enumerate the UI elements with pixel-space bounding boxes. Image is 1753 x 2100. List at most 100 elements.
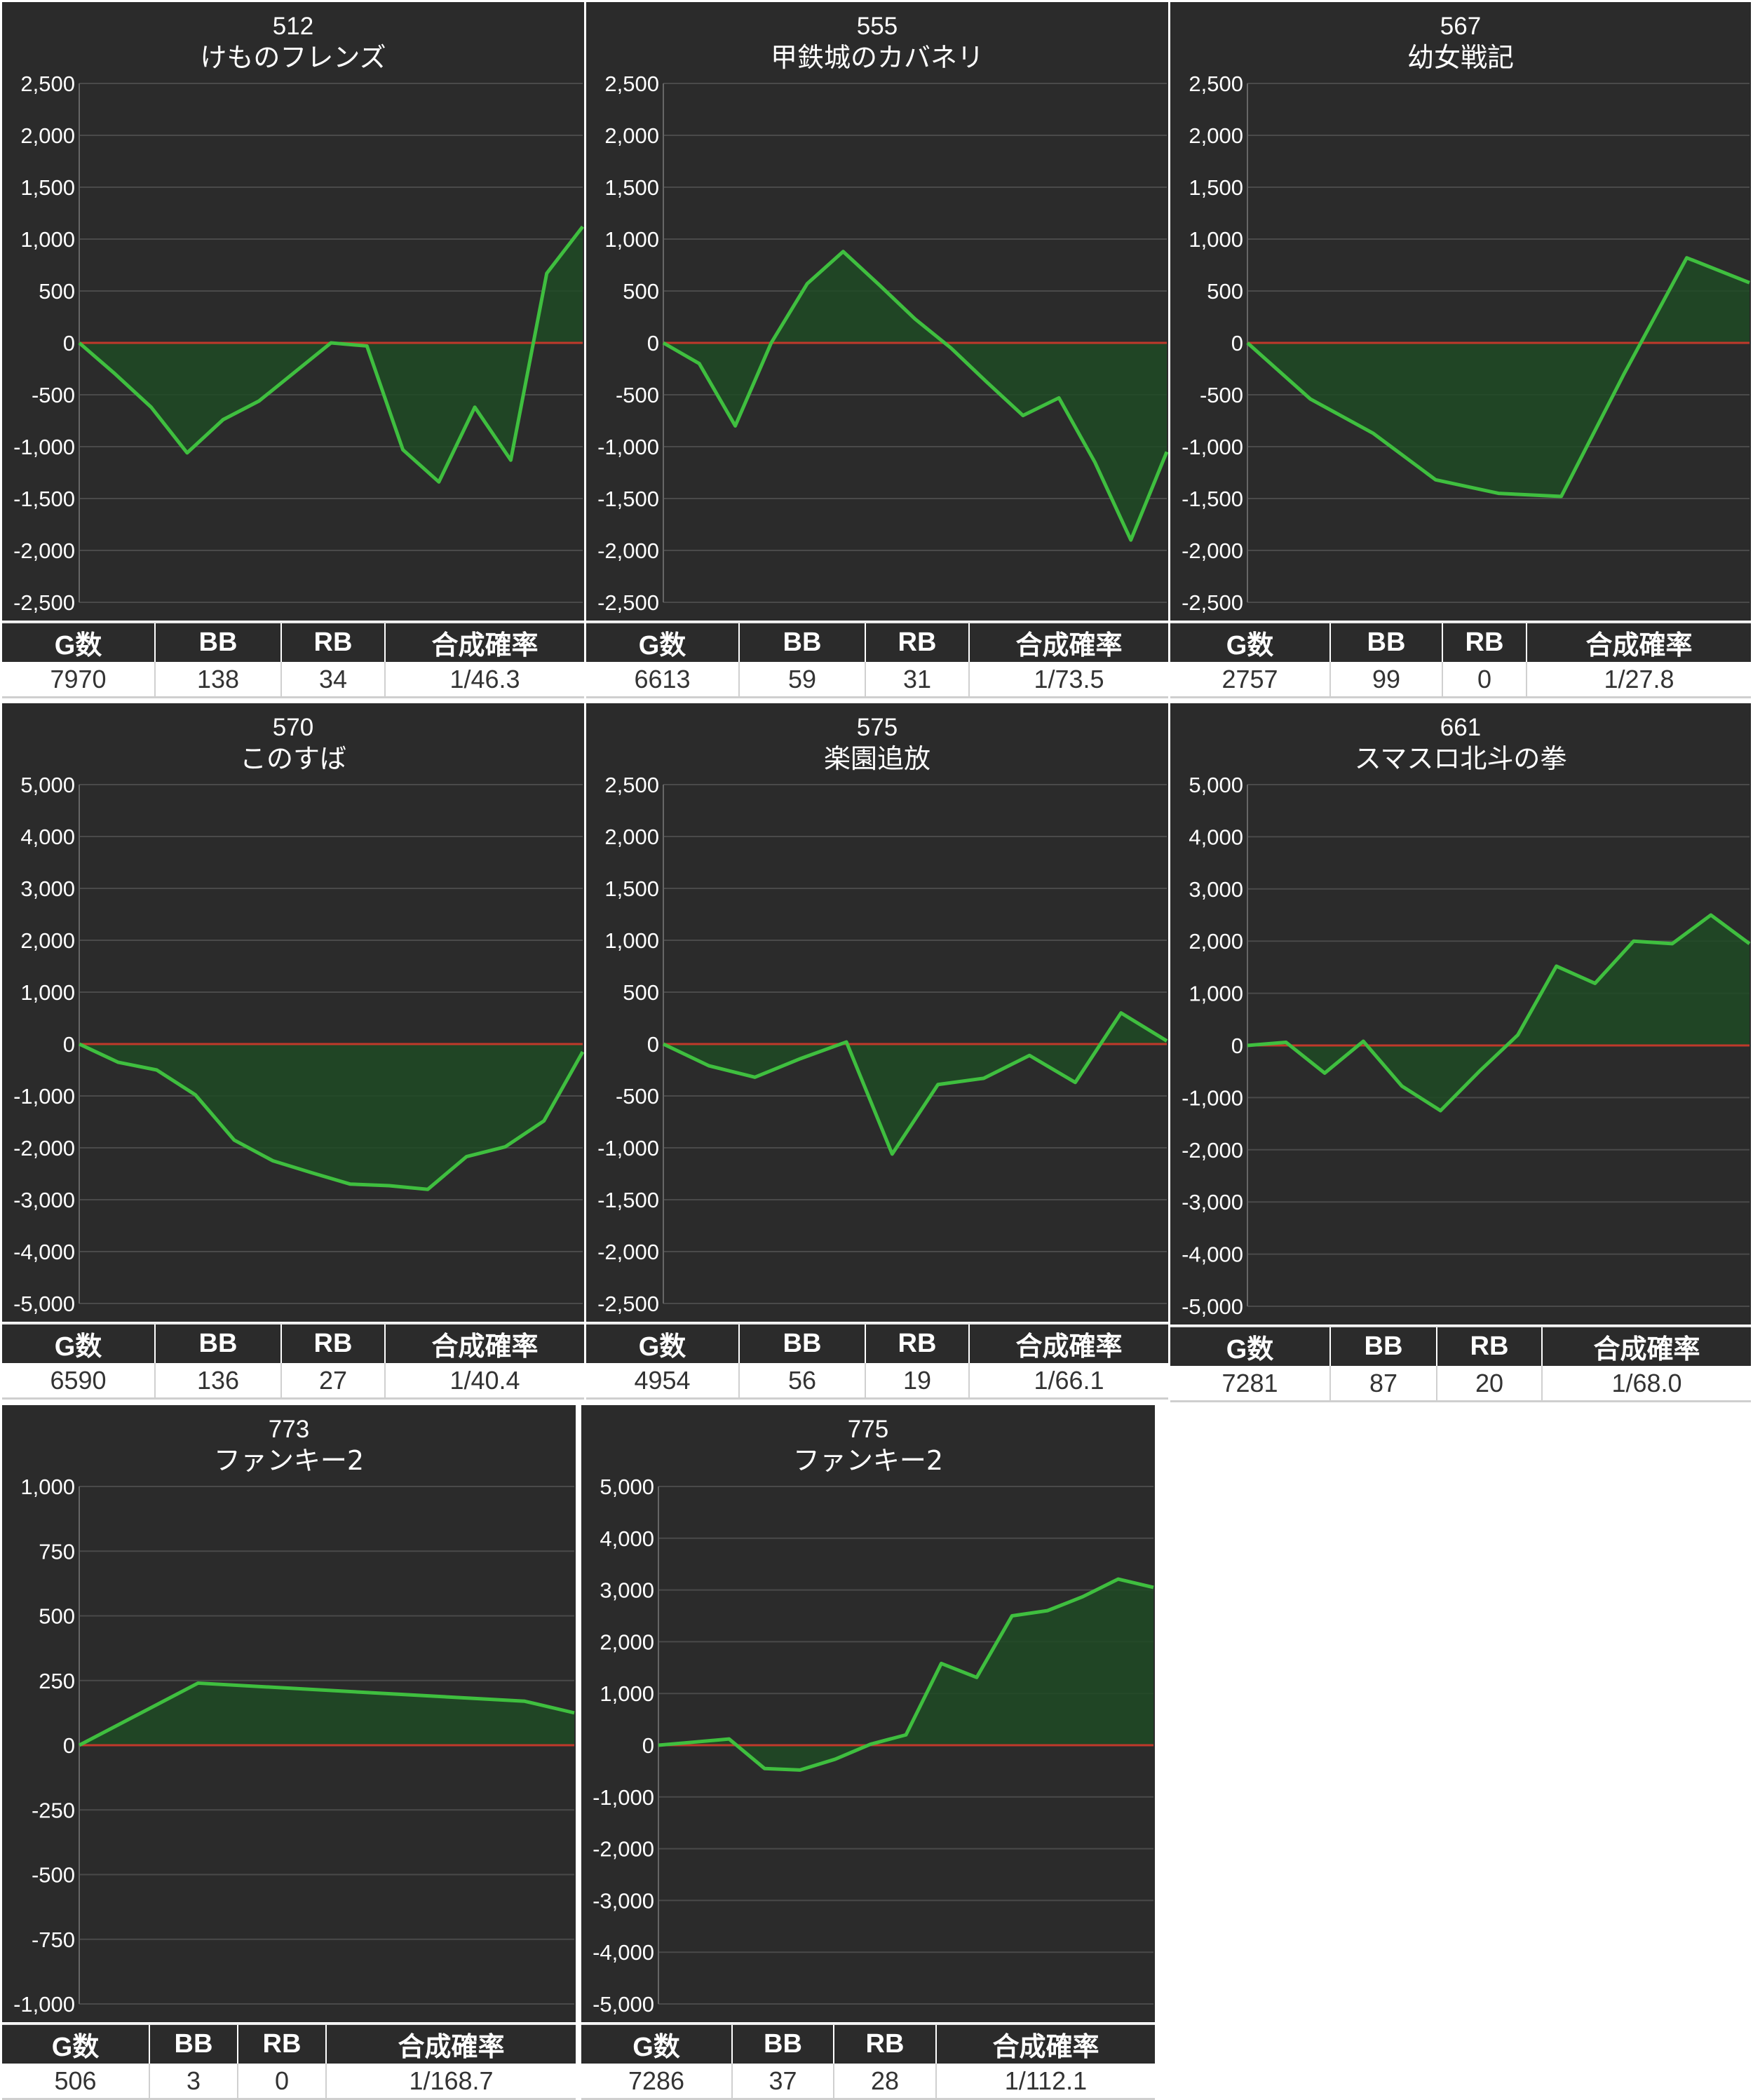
y-tick-label: 5,000 <box>1189 773 1243 797</box>
y-tick-label: 3,000 <box>1189 877 1243 902</box>
machine-name: 幼女戦記 <box>1407 42 1514 73</box>
bb-value: 37 <box>731 2064 834 2100</box>
y-tick-label: -4,000 <box>13 1240 75 1264</box>
header-rb: RB <box>280 1323 385 1363</box>
header-probability: 合成確率 <box>968 1323 1168 1363</box>
y-tick-label: -500 <box>616 1084 659 1109</box>
series-line <box>1247 913 1751 1113</box>
y-tick-label: 500 <box>623 980 659 1005</box>
machine-name: ファンキー2 <box>793 1445 943 1476</box>
g-count-value: 2757 <box>1170 662 1330 698</box>
probability-value: 1/66.1 <box>968 1363 1168 1400</box>
probability-value: 1/46.3 <box>384 662 584 698</box>
g-count-value: 6590 <box>2 1363 155 1400</box>
machine-panel-575: 575 楽園追放 2,500 2,000 1,500 1,000 500 0 -500 -1,00… <box>586 703 1168 1400</box>
series-line <box>1246 256 1750 499</box>
g-count-value: 7970 <box>2 662 155 698</box>
chart-area: 512 けものフレンズ 2,500 2,000 1,500 1,000 500 0 -500 -1… <box>2 2 584 621</box>
machine-number: 567 <box>1440 13 1481 40</box>
y-tick-label: 3,000 <box>600 1578 654 1603</box>
machine-name: ファンキー2 <box>214 1445 364 1476</box>
series-line <box>662 250 1168 542</box>
series-area <box>663 1012 1167 1154</box>
machine-panel-512: 512 けものフレンズ 2,500 2,000 1,500 1,000 500 0 -500 -1… <box>2 2 584 698</box>
series-line <box>78 1681 575 1747</box>
probability-value: 1/40.4 <box>384 1363 584 1400</box>
stats-table: G数 BB RB 合成確率 6590 136 27 1/40.4 <box>2 1323 584 1400</box>
y-tick-label: 1,000 <box>604 227 659 252</box>
bb-value: 136 <box>154 1363 281 1400</box>
y-tick-label: 2,500 <box>1189 72 1243 96</box>
probability-value: 1/27.8 <box>1526 662 1751 698</box>
g-count-value: 506 <box>2 2064 149 2100</box>
y-tick-label: -1,000 <box>1182 435 1243 459</box>
y-tick-label: -5,000 <box>13 1292 75 1316</box>
header-bb: BB <box>731 2024 834 2064</box>
y-tick-label: 2,000 <box>604 825 659 849</box>
probability-value: 1/68.0 <box>1541 1366 1751 1402</box>
rb-value: 0 <box>237 2064 326 2100</box>
y-tick-label: -1,000 <box>13 1992 75 2017</box>
y-tick-label: 0 <box>1231 1034 1243 1058</box>
y-tick-label: 2,500 <box>20 72 75 96</box>
header-rb: RB <box>865 1323 969 1363</box>
header-rb: RB <box>1436 1326 1542 1366</box>
series-line <box>662 1011 1168 1156</box>
machine-panel-775: 775 ファンキー2 5,000 4,000 3,000 2,000 1,000 0 -1,00… <box>581 1405 1155 2100</box>
y-tick-label: 2,000 <box>604 123 659 148</box>
y-tick-label: -2,500 <box>597 590 659 615</box>
y-tick-label: -2,000 <box>1182 1138 1243 1163</box>
header-g-count: G数 <box>2 1323 155 1363</box>
y-tick-label: -4,000 <box>1182 1242 1243 1267</box>
header-g-count: G数 <box>1170 1326 1330 1366</box>
series-area <box>1247 915 1749 1111</box>
y-tick-label: 250 <box>39 1669 75 1693</box>
header-probability: 合成確率 <box>1526 622 1751 662</box>
y-tick-label: 2,000 <box>600 1630 654 1654</box>
header-g-count: G数 <box>586 622 739 662</box>
y-tick-label: -3,000 <box>593 1888 654 1913</box>
y-tick-label: 0 <box>647 1032 659 1057</box>
header-bb: BB <box>149 2024 238 2064</box>
rb-value: 31 <box>865 662 969 698</box>
y-tick-label: 1,500 <box>20 175 75 200</box>
bb-value: 56 <box>738 1363 865 1400</box>
probability-value: 1/112.1 <box>935 2064 1155 2100</box>
y-tick-label: -2,000 <box>593 1837 654 1862</box>
y-tick-label: 500 <box>623 279 659 304</box>
bb-value: 59 <box>738 662 865 698</box>
y-tick-label: -750 <box>32 1928 75 1952</box>
header-g-count: G数 <box>1170 622 1330 662</box>
chart-area: 555 甲鉄城のカバネリ 2,500 2,000 1,500 1,000 500 0 -500 -… <box>586 2 1168 621</box>
machine-panel-555: 555 甲鉄城のカバネリ 2,500 2,000 1,500 1,000 500 0 -500 -… <box>586 2 1168 698</box>
y-tick-label: -250 <box>32 1798 75 1822</box>
y-tick-label: 4,000 <box>600 1526 654 1551</box>
machine-panel-567: 567 幼女戦記 2,500 2,000 1,500 1,000 500 0 -500 -1,00… <box>1170 2 1751 698</box>
series-area <box>79 1044 583 1190</box>
machine-name: 甲鉄城のカバネリ <box>771 42 984 73</box>
rb-value: 27 <box>280 1363 385 1400</box>
machine-panel-661: 661 スマスロ北斗の拳 5,000 4,000 3,000 2,000 1,000 0 -1,… <box>1170 703 1751 1402</box>
y-tick-label: -1,000 <box>593 1785 654 1810</box>
y-tick-label: 1,000 <box>20 227 75 252</box>
y-tick-label: -3,000 <box>1182 1190 1243 1214</box>
header-g-count: G数 <box>2 2024 149 2064</box>
y-tick-label: -1,500 <box>13 487 75 511</box>
chart-area: 661 スマスロ北斗の拳 5,000 4,000 3,000 2,000 1,000 0 -1,… <box>1170 703 1751 1325</box>
rb-value: 28 <box>833 2064 936 2100</box>
y-tick-label: -3,000 <box>13 1188 75 1212</box>
header-bb: BB <box>154 622 281 662</box>
y-tick-label: -1,500 <box>597 487 659 511</box>
y-tick-label: 0 <box>1231 331 1243 355</box>
g-count-value: 6613 <box>586 662 739 698</box>
y-tick-label: -2,000 <box>597 538 659 563</box>
y-tick-label: 1,000 <box>20 980 75 1005</box>
rb-value: 19 <box>865 1363 969 1400</box>
y-tick-label: -5,000 <box>1182 1294 1243 1319</box>
y-tick-label: -5,000 <box>593 1992 654 2017</box>
y-tick-label: 500 <box>39 279 75 304</box>
y-tick-label: -500 <box>32 1863 75 1888</box>
machine-panel-570: 570 このすば 5,000 4,000 3,000 2,000 1,000 0 -1,000 -… <box>2 703 584 1400</box>
